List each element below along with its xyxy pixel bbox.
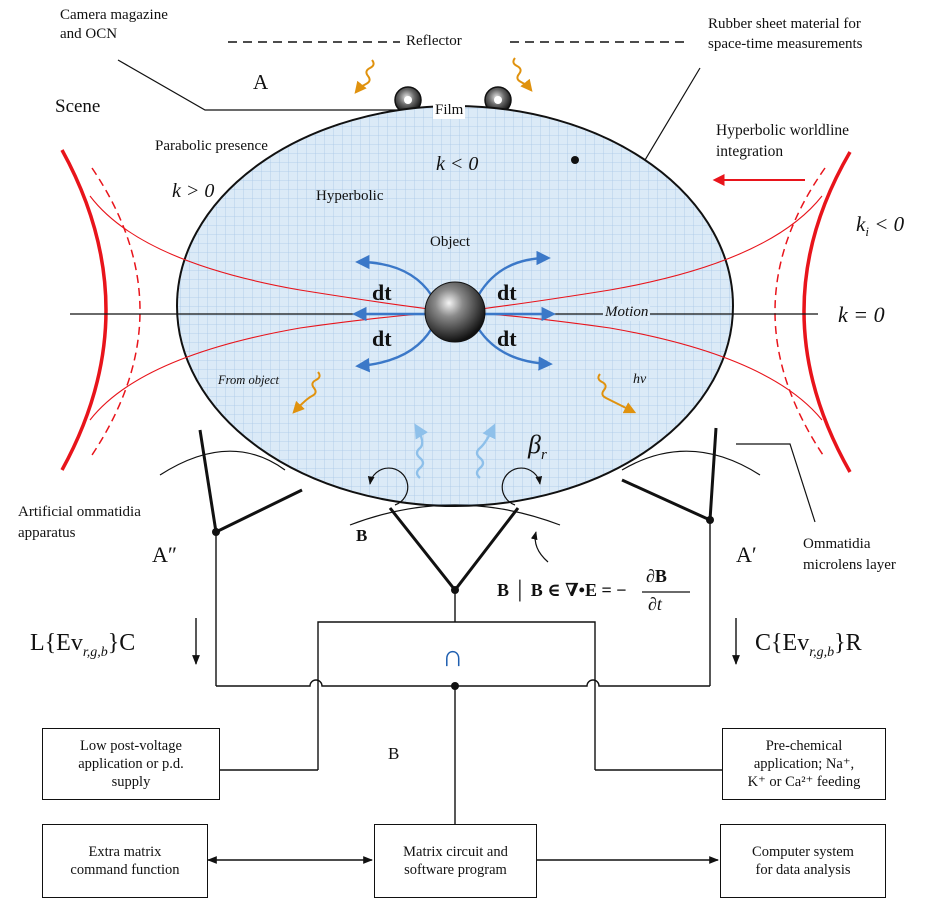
worldline-upper-right bbox=[454, 195, 823, 313]
right-hyperbola-dashed bbox=[774, 167, 826, 459]
dt-arrow-upper-right bbox=[476, 250, 551, 297]
partial-b-label: ∂B bbox=[646, 566, 667, 586]
from-object-label: From object bbox=[218, 373, 279, 387]
light-wave-left-icon bbox=[414, 423, 429, 479]
photon-top-left-icon bbox=[354, 59, 375, 94]
film-label: Film bbox=[433, 102, 466, 119]
dt-label-upper-right: dt bbox=[497, 280, 517, 305]
photon-top-right-icon bbox=[512, 57, 533, 92]
dt-label-lower-right: dt bbox=[497, 326, 517, 351]
worldline-upper-left bbox=[89, 195, 456, 313]
left-ommatidia-arc bbox=[159, 450, 286, 476]
beta-label: βr bbox=[528, 430, 547, 464]
dt-arrow-lower-left bbox=[355, 327, 434, 373]
dt-label-lower-left: dt bbox=[372, 326, 392, 351]
point-a-label: A bbox=[253, 70, 269, 94]
low-voltage-box: Low post-voltage application or p.d. suppl… bbox=[42, 728, 220, 800]
dt-label-upper-left: dt bbox=[372, 280, 392, 305]
right-formula-label: C{Evr,g,b}R bbox=[755, 630, 862, 660]
photon-hv-icon bbox=[597, 373, 637, 414]
pre-chemical-box: Pre-chemical application; Na⁺, K⁺ or Ca²⁺ … bbox=[722, 728, 886, 800]
ki-negative-label: ki < 0 bbox=[856, 212, 905, 240]
artificial-ommatidia-label: Artificial ommatidia apparatus bbox=[18, 504, 141, 541]
k-positive-label: k > 0 bbox=[172, 180, 215, 202]
extra-matrix-box: Extra matrix command function bbox=[42, 824, 208, 898]
a-double-prime-label: A″ bbox=[152, 542, 178, 567]
dt-arrow-upper-left bbox=[355, 254, 434, 297]
object-label: Object bbox=[430, 234, 470, 250]
camera-magazine-label: Camera magazine and OCN bbox=[60, 7, 168, 42]
ommatidia-microlens-label: Ommatidia microlens layer bbox=[803, 536, 896, 573]
microlens-leader bbox=[736, 443, 816, 523]
scene-label: Scene bbox=[55, 96, 101, 117]
reflector-label: Reflector bbox=[404, 33, 464, 50]
parabolic-presence-label: Parabolic presence bbox=[155, 138, 268, 154]
hyperbolic-label: Hyperbolic bbox=[316, 188, 384, 204]
b-loop-left-icon bbox=[367, 467, 409, 506]
motion-label: Motion bbox=[603, 304, 651, 321]
dt-arrow-lower-right bbox=[476, 327, 553, 371]
circuit-rectangle bbox=[317, 621, 596, 770]
b-equation-label: B │ B ∈ ∇•E = − bbox=[497, 580, 627, 600]
right-hyperbola-solid bbox=[802, 151, 852, 473]
b-loop-right-icon bbox=[501, 467, 543, 506]
partial-t-label: ∂t bbox=[648, 594, 662, 614]
center-ommatidia-arc bbox=[349, 504, 561, 526]
k-zero-label: k = 0 bbox=[838, 302, 885, 327]
left-hyperbola-dashed bbox=[91, 167, 141, 456]
object-sphere-icon bbox=[424, 281, 486, 343]
left-formula-label: L{Evr,g,b}C bbox=[30, 630, 136, 660]
b-left-label: B bbox=[356, 526, 368, 545]
hv-label: hν bbox=[633, 372, 647, 387]
b-center-label: B bbox=[388, 744, 400, 763]
hyperbolic-worldline-label: Hyperbolic worldline integration bbox=[716, 122, 850, 160]
rubber-sheet-label: Rubber sheet material for space-time meas… bbox=[708, 16, 863, 52]
photon-from-object-icon bbox=[292, 371, 321, 414]
k-negative-label: k < 0 bbox=[436, 153, 479, 175]
circuit-bus bbox=[216, 679, 710, 687]
light-wave-right-icon bbox=[475, 423, 496, 479]
computer-system-box: Computer system for data analysis bbox=[720, 824, 886, 898]
camera-leader-line bbox=[117, 59, 400, 111]
left-hyperbola-solid bbox=[60, 149, 108, 471]
center-ommatidia-frame bbox=[388, 507, 520, 593]
right-ommatidia-arc bbox=[621, 450, 761, 476]
a-prime-label: A′ bbox=[736, 542, 757, 567]
matrix-circuit-box: Matrix circuit and software program bbox=[374, 824, 537, 898]
intersection-symbol: ∩ bbox=[442, 640, 464, 673]
